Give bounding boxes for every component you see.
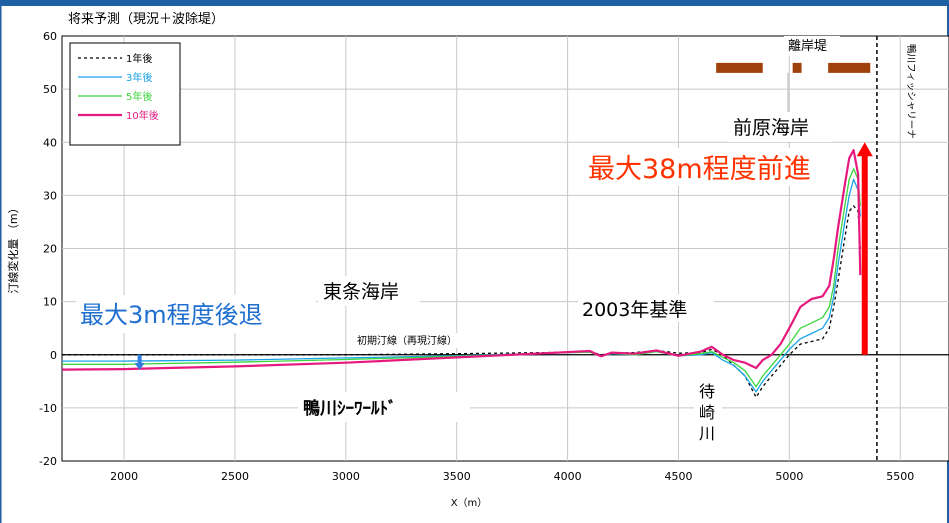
retreat-arrow-head: [134, 363, 145, 371]
seaworld-bg: [298, 392, 470, 422]
x-tick-label: 2500: [221, 470, 249, 483]
legend: 1年後 3年後 5年後 10年後: [69, 42, 181, 146]
advance-arrow-shaft: [861, 154, 868, 355]
breakwater-segment: [716, 62, 763, 73]
grid-lines: [62, 36, 949, 461]
legend-label: 1年後: [126, 52, 152, 65]
y-tick-label: 40: [43, 136, 57, 149]
legend-box: [69, 42, 181, 146]
annotations: 前原海岸 最大38m程度前進 東条海岸 最大3m程度後退 2003年基準 初期汀…: [76, 36, 917, 448]
x-axis-label: X（m）: [451, 497, 488, 509]
legend-items: 1年後 3年後 5年後 10年後: [78, 52, 159, 122]
y-tick-label: -20: [39, 455, 57, 468]
y-tick-label: 20: [43, 243, 57, 256]
breakwater-segment: [828, 62, 871, 73]
breakwater-segment: [792, 62, 802, 73]
y-axis-label: 汀線変化量 （m）: [6, 202, 20, 293]
x-tick-label: 5500: [886, 470, 914, 483]
series-lines: [61, 149, 862, 398]
legend-label: 5年後: [126, 90, 152, 103]
markers: [134, 36, 878, 461]
legend-label: 3年後: [126, 71, 152, 84]
maehara-label: 前原海岸: [733, 117, 809, 139]
legend-label: 10年後: [126, 109, 159, 122]
y-tick-label: 60: [43, 30, 57, 43]
x-tick-label: 4000: [554, 470, 582, 483]
maehara-bg: [728, 112, 832, 142]
retreat-arrow-shaft: [137, 354, 142, 365]
x-tick-label: 5000: [775, 470, 803, 483]
max-retreat-bg: [76, 295, 316, 333]
x-tick-labels: 2000 2500 3000 3500 4000 4500 5000 5500: [110, 470, 914, 483]
max-retreat-label: 最大3m程度後退: [80, 301, 263, 329]
y-tick-label: 30: [43, 189, 57, 202]
x-tick-label: 3500: [443, 470, 471, 483]
base-year-bg: [578, 294, 714, 322]
y-tick-label: 0: [50, 349, 57, 362]
tojo-bg: [318, 276, 420, 306]
fisherina-label: 鴨川フィッシャリーナ: [905, 44, 917, 139]
top-bar: [0, 0, 949, 6]
structures-label-bg: [784, 36, 840, 56]
y-tick-label: -10: [39, 402, 57, 415]
max-advance-bg: [584, 148, 836, 186]
series-line: [61, 149, 862, 371]
max-advance-label: 最大38m程度前進: [588, 154, 811, 185]
y-tick-label: 10: [43, 296, 57, 309]
machizaki-bg: [694, 380, 722, 448]
x-tick-label: 4500: [664, 470, 692, 483]
advance-arrow-head: [856, 142, 873, 157]
seaworld-label: 鴨川ｼｰﾜｰﾙﾄﾞ: [303, 398, 397, 419]
chart-title: 将来予測（現況＋波除堤）: [68, 12, 224, 27]
structures-label: 離岸堤: [788, 39, 827, 54]
y-tick-label: 50: [43, 83, 57, 96]
x-tick-label: 3000: [332, 470, 360, 483]
tojo-label: 東条海岸: [323, 281, 399, 303]
x-tick-label: 2000: [110, 470, 138, 483]
base-year-label: 2003年基準: [582, 299, 687, 321]
y-tick-labels: -20 -10 0 10 20 30 40 50 60: [39, 30, 57, 468]
machizaki-char-3: 川: [699, 424, 715, 443]
machizaki-char-2: 崎: [699, 403, 715, 422]
reference-label-bg: [353, 333, 478, 348]
machizaki-char-1: 待: [699, 382, 715, 401]
reference-line-label: 初期汀線（再現汀線）: [357, 334, 457, 347]
fisherina-label-group: 鴨川フィッシャリーナ: [905, 44, 917, 139]
